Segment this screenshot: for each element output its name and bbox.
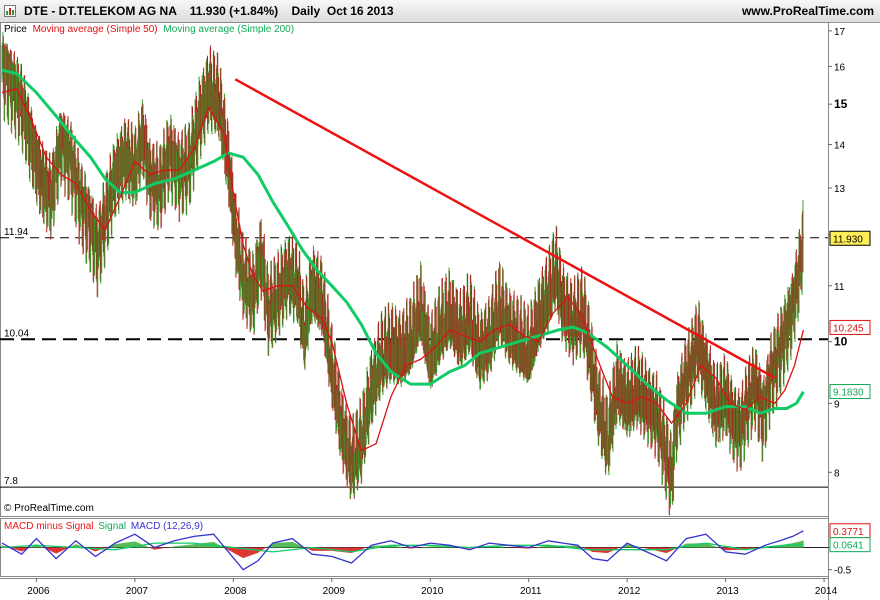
signal-line: [1, 542, 804, 553]
x-tick-label: 2010: [421, 586, 444, 597]
ma200-line: [1, 68, 805, 415]
trendline: [234, 78, 776, 379]
macd-value-label-box: [829, 537, 871, 553]
legend-signal: Signal: [98, 521, 126, 532]
value-label-box: [829, 319, 871, 335]
macd-value-label-text: 0.3771: [833, 527, 864, 538]
x-tick-label: 2012: [618, 586, 641, 597]
value-label-box: [829, 384, 871, 400]
value-label-text: 9.1830: [833, 388, 864, 399]
x-tick-label: 2006: [27, 586, 50, 597]
x-tick-label: 2009: [323, 586, 346, 597]
hline-label-2: 7.8: [4, 476, 18, 487]
legend-macd: MACD (12,26,9): [131, 521, 203, 532]
y-tick-label: 16: [834, 62, 846, 73]
x-tick-label: 2013: [716, 586, 739, 597]
macd-y-tick-label: -0.5: [834, 566, 852, 577]
legend-price: Price: [4, 24, 27, 35]
value-label-text: 10.245: [833, 323, 864, 334]
y-tick-label: 13: [834, 184, 846, 195]
legend-ma200: Moving average (Simple 200): [163, 24, 294, 35]
y-tick-label: 17: [834, 27, 846, 38]
x-tick-label: 2007: [126, 586, 149, 597]
price-legend: Price Moving average (Simple 50) Moving …: [4, 24, 294, 35]
x-tick-label: 2011: [520, 586, 542, 597]
y-tick-label: 8: [834, 468, 840, 479]
x-tick-label: 2008: [224, 586, 247, 597]
ma50-line: [1, 87, 805, 452]
y-tick-label: 15: [834, 97, 848, 111]
macd-line: [1, 530, 804, 571]
macd-legend: MACD minus Signal Signal MACD (12,26,9): [4, 521, 203, 532]
chart-header: DTE - DT.TELEKOM AG NA 11.930 (+1.84%) D…: [0, 0, 880, 23]
copyright-text: © ProRealTime.com: [4, 503, 94, 514]
instrument-title: DTE - DT.TELEKOM AG NA 11.930 (+1.84%) D…: [24, 4, 394, 18]
y-tick-label: 14: [834, 141, 846, 152]
y-tick-label: 9: [834, 399, 840, 410]
website-link[interactable]: www.ProRealTime.com: [741, 4, 874, 18]
hline-label-0: 11.94: [4, 227, 29, 238]
legend-ma50: Moving average (Simple 50): [33, 24, 158, 35]
prorealtime-logo-icon: [4, 5, 16, 17]
value-label-box: [829, 230, 871, 246]
legend-macd-hist: MACD minus Signal: [4, 521, 93, 532]
y-tick-label: 11: [834, 282, 845, 293]
x-tick-label: 2014: [815, 586, 838, 597]
y-tick-label: 10: [834, 335, 848, 349]
price-panel: [0, 22, 829, 517]
value-label-text: 11.930: [833, 234, 863, 245]
macd-value-label-text: 0.0641: [833, 541, 864, 552]
hline-label-1: 10.04: [4, 328, 29, 339]
